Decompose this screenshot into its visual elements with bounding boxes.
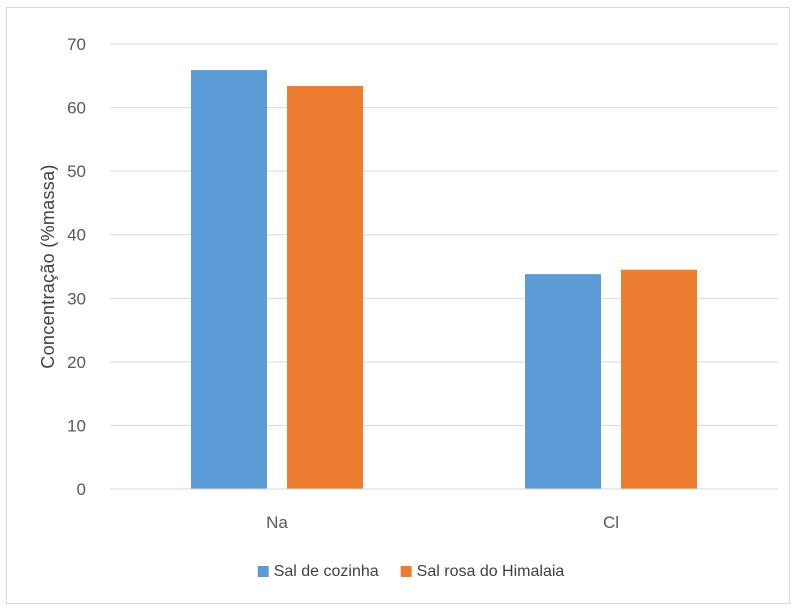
y-tick-label: 50: [67, 162, 86, 181]
legend-label: Sal de cozinha: [274, 563, 379, 580]
x-tick-label: Na: [266, 513, 288, 532]
y-tick-label: 0: [77, 480, 86, 499]
y-axis-tick-labels: 0 10 20 30 40 50 60 70: [67, 35, 86, 499]
bars: [191, 70, 697, 490]
y-tick-label: 20: [67, 353, 86, 372]
bar-cl-series-2: [621, 269, 697, 489]
x-axis-tick-labels: Na Cl: [266, 513, 619, 532]
legend-swatch: [257, 566, 269, 577]
legend-label: Sal rosa do Himalaia: [417, 563, 565, 580]
y-tick-label: 60: [67, 99, 86, 118]
y-tick-label: 30: [67, 289, 86, 308]
legend-item: Sal de cozinha: [257, 563, 379, 580]
bar-na-series-1: [191, 70, 267, 490]
legend: Sal de cozinha Sal rosa do Himalaia: [257, 563, 565, 580]
y-tick-label: 10: [67, 416, 86, 435]
legend-item: Sal rosa do Himalaia: [400, 563, 565, 580]
x-tick-label: Cl: [603, 513, 619, 532]
bar-na-series-2: [287, 85, 363, 489]
y-axis-title: Concentração (%massa): [38, 164, 58, 368]
y-tick-label: 40: [67, 226, 86, 245]
legend-swatch: [400, 566, 412, 577]
bar-cl-series-1: [525, 274, 601, 489]
y-tick-label: 70: [67, 35, 86, 54]
